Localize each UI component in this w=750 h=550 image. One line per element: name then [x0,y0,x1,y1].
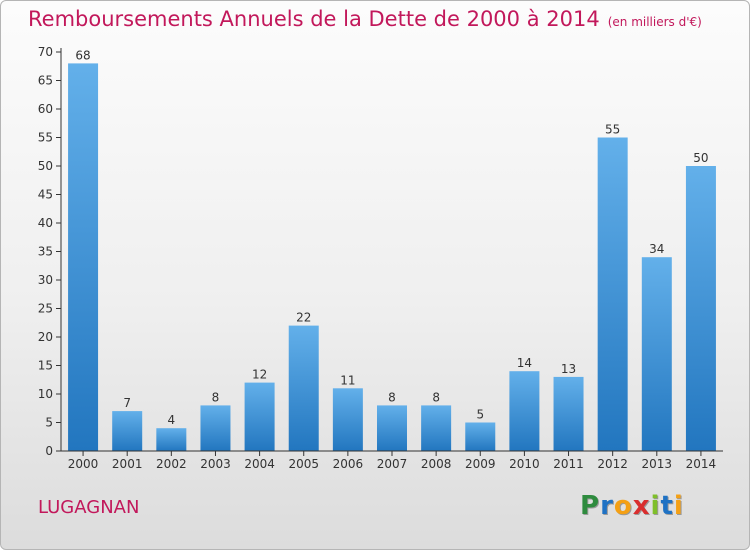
bar [685,166,716,451]
bar [112,411,143,451]
y-tick-label: 50 [38,159,53,173]
x-tick-label: 2001 [112,457,143,471]
x-tick-label: 2005 [288,457,319,471]
x-tick-label: 2012 [597,457,628,471]
x-tick-label: 2007 [377,457,408,471]
data-label: 8 [388,390,396,404]
y-tick-label: 0 [45,444,53,458]
data-label: 34 [649,242,664,256]
data-label: 8 [212,390,220,404]
x-tick-label: 2013 [642,457,673,471]
data-label: 50 [693,151,708,165]
data-label: 13 [561,362,576,376]
bar [597,137,628,451]
logo-letter: i [673,491,684,521]
logo-letter: o [613,491,633,521]
data-label: 4 [168,413,176,427]
y-tick-label: 15 [38,359,53,373]
y-tick-label: 20 [38,330,53,344]
bar [509,371,540,451]
x-tick-label: 2009 [465,457,496,471]
x-tick-label: 2004 [244,457,275,471]
bar [332,388,363,451]
y-tick-label: 35 [38,245,53,259]
logo-letter: P [580,491,601,521]
x-tick-label: 2014 [686,457,717,471]
bar [68,63,99,452]
y-tick-label: 5 [45,416,53,430]
y-tick-label: 70 [38,45,53,59]
x-tick-label: 2011 [553,457,584,471]
data-label: 55 [605,123,620,137]
x-tick-label: 2003 [200,457,231,471]
bar [288,325,319,451]
x-tick-label: 2008 [421,457,452,471]
chart-title-text: Remboursements Annuels de la Dette de 20… [28,7,600,31]
bar [200,405,231,451]
logo-letter: r [600,491,614,521]
y-tick-label: 25 [38,302,53,316]
x-tick-label: 2002 [156,457,187,471]
bar [421,405,452,451]
y-tick-label: 45 [38,188,53,202]
bar [465,422,496,451]
y-tick-label: 60 [38,102,53,116]
proxiti-logo[interactable]: Proxiti [580,491,684,521]
bar [641,257,672,451]
data-label: 68 [75,48,90,62]
commune-name: LUGAGNAN [38,497,140,518]
y-tick-label: 65 [38,74,53,88]
data-label: 8 [432,390,440,404]
x-tick-label: 2006 [333,457,364,471]
logo-letter: t [660,491,674,521]
unit-label: (en milliers d'€) [607,15,702,29]
bar [244,382,275,451]
y-tick-label: 30 [38,273,53,287]
x-tick-label: 2000 [68,457,99,471]
y-tick-label: 10 [38,387,53,401]
bar [377,405,407,451]
x-tick-label: 2010 [509,457,540,471]
data-label: 5 [476,408,484,422]
bar [553,376,584,451]
data-label: 22 [296,311,311,325]
bar [156,428,187,451]
y-tick-label: 55 [38,131,53,145]
logo-letter: i [650,491,661,521]
logo-letter: x [632,491,651,521]
data-label: 14 [517,356,532,370]
data-label: 12 [252,368,267,382]
chart-title: Remboursements Annuels de la Dette de 20… [28,7,702,31]
y-tick-label: 40 [38,216,53,230]
data-label: 11 [340,373,355,387]
data-label: 7 [123,396,131,410]
